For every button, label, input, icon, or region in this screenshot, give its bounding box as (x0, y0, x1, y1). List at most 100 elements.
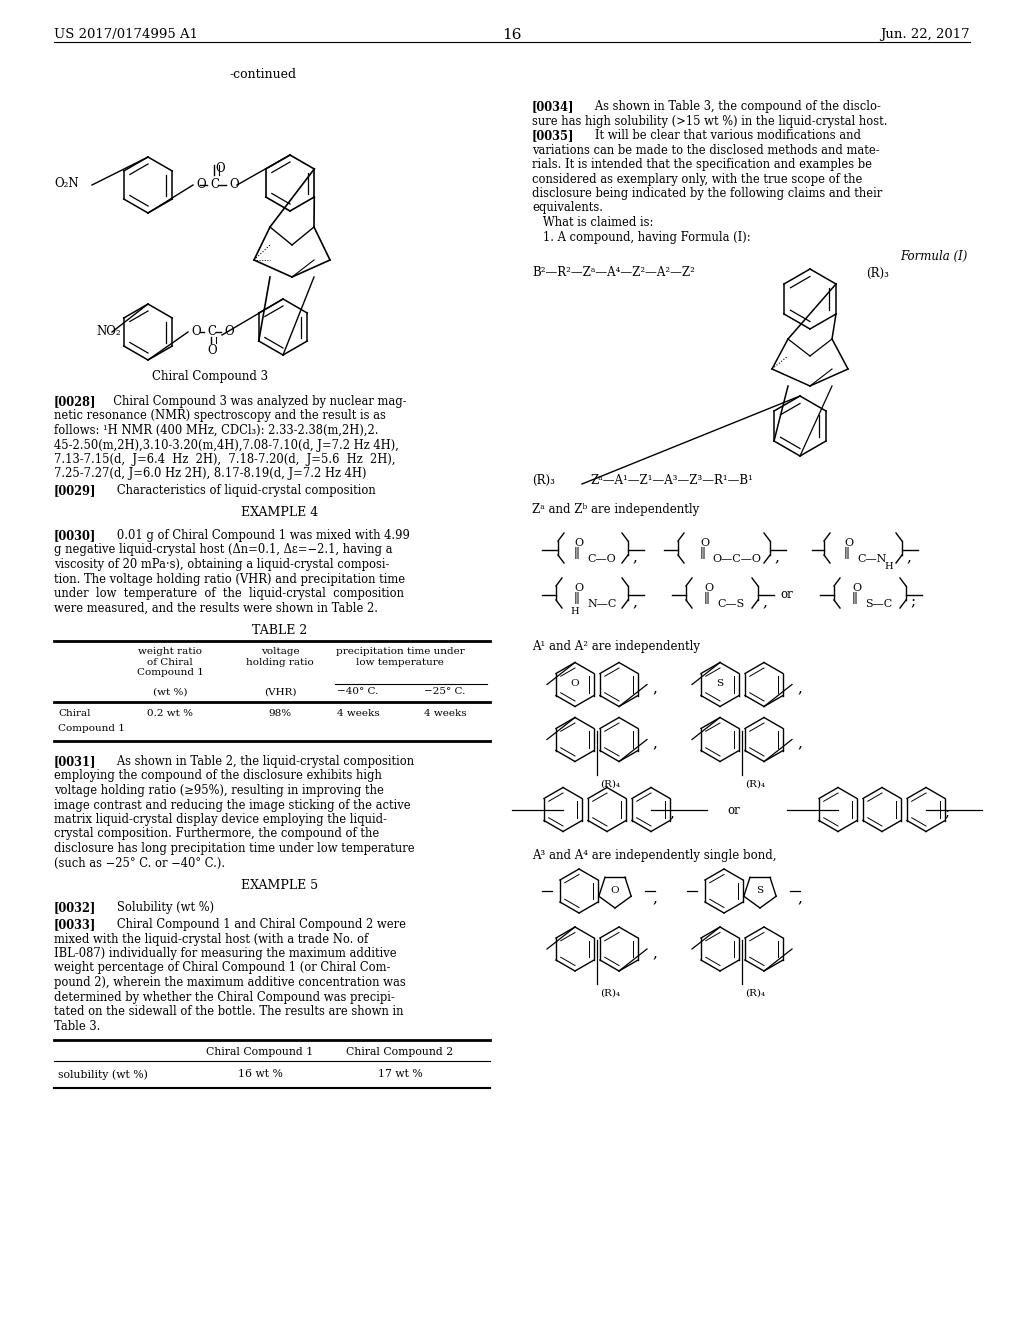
Text: (R)₄: (R)₄ (600, 780, 621, 788)
Text: ∥: ∥ (574, 593, 580, 606)
Text: ,: , (774, 550, 779, 564)
Text: [0034]: [0034] (532, 100, 574, 114)
Text: follows: ¹H NMR (400 MHz, CDCl₃): 2.33-2.38(m,2H),2.: follows: ¹H NMR (400 MHz, CDCl₃): 2.33-2… (54, 424, 379, 437)
Text: ;: ; (910, 595, 915, 609)
Text: O: O (207, 345, 217, 356)
Text: What is claimed is:: What is claimed is: (532, 216, 653, 228)
Text: IBL-087) individually for measuring the maximum additive: IBL-087) individually for measuring the … (54, 946, 396, 960)
Text: precipitation time under
low temperature: precipitation time under low temperature (336, 648, 464, 667)
Text: under  low  temperature  of  the  liquid-crystal  composition: under low temperature of the liquid-crys… (54, 587, 404, 601)
Text: 45-2.50(m,2H),3.10-3.20(m,4H),7.08-7.10(d, J=7.2 Hz 4H),: 45-2.50(m,2H),3.10-3.20(m,4H),7.08-7.10(… (54, 438, 399, 451)
Text: S: S (717, 680, 724, 689)
Text: (VHR): (VHR) (264, 688, 296, 697)
Text: [0035]: [0035] (532, 129, 574, 143)
Text: H: H (884, 562, 893, 572)
Text: (wt %): (wt %) (153, 688, 187, 697)
Text: ,: , (632, 550, 637, 564)
Text: mixed with the liquid-crystal host (with a trade No. of: mixed with the liquid-crystal host (with… (54, 932, 369, 945)
Text: [0028]: [0028] (54, 395, 96, 408)
Text: O: O (224, 325, 233, 338)
Text: As shown in Table 3, the compound of the disclo-: As shown in Table 3, the compound of the… (584, 100, 881, 114)
Text: [0029]: [0029] (54, 484, 96, 498)
Text: NO₂: NO₂ (96, 325, 121, 338)
Text: (R)₄: (R)₄ (745, 780, 765, 788)
Text: Chiral Compound 3: Chiral Compound 3 (152, 370, 268, 383)
Text: EXAMPLE 4: EXAMPLE 4 (242, 507, 318, 520)
Text: ,: , (652, 946, 656, 960)
Text: ,: , (762, 595, 767, 609)
Text: ,: , (632, 595, 637, 609)
Text: O₂N: O₂N (54, 177, 79, 190)
Text: 4 weeks: 4 weeks (337, 710, 379, 718)
Text: or: or (780, 589, 793, 602)
Text: A³ and A⁴ are independently single bond,: A³ and A⁴ are independently single bond, (532, 850, 776, 862)
Text: weight ratio
of Chiral
Compound 1: weight ratio of Chiral Compound 1 (136, 648, 204, 677)
Text: matrix liquid-crystal display device employing the liquid-: matrix liquid-crystal display device emp… (54, 813, 387, 826)
Text: B²—R²—Zᵃ—A⁴—Z²—A²—Z²: B²—R²—Zᵃ—A⁴—Z²—A²—Z² (532, 267, 695, 280)
Text: ∥: ∥ (574, 548, 580, 561)
Text: As shown in Table 2, the liquid-crystal composition: As shown in Table 2, the liquid-crystal … (106, 755, 414, 768)
Text: ,: , (906, 550, 911, 564)
Text: US 2017/0174995 A1: US 2017/0174995 A1 (54, 28, 198, 41)
Text: tated on the sidewall of the bottle. The results are shown in: tated on the sidewall of the bottle. The… (54, 1005, 403, 1018)
Text: (R)₄: (R)₄ (600, 989, 621, 998)
Text: S—C: S—C (865, 599, 892, 609)
Text: tion. The voltage holding ratio (VHR) and precipitation time: tion. The voltage holding ratio (VHR) an… (54, 573, 406, 586)
Text: Chiral Compound 1: Chiral Compound 1 (207, 1047, 313, 1057)
Text: 16: 16 (502, 28, 522, 42)
Text: ,: , (652, 737, 656, 751)
Text: S: S (757, 886, 764, 895)
Text: (R)₃: (R)₃ (866, 267, 889, 280)
Text: Jun. 22, 2017: Jun. 22, 2017 (881, 28, 970, 41)
Text: image contrast and reducing the image sticking of the active: image contrast and reducing the image st… (54, 799, 411, 812)
Text: TABLE 2: TABLE 2 (252, 624, 307, 638)
Text: ,: , (797, 681, 802, 696)
Text: Chiral: Chiral (58, 710, 90, 718)
Text: (such as −25° C. or −40° C.).: (such as −25° C. or −40° C.). (54, 857, 225, 870)
Text: [0032]: [0032] (54, 902, 96, 915)
Text: 4 weeks: 4 weeks (424, 710, 466, 718)
Text: sure has high solubility (>15 wt %) in the liquid-crystal host.: sure has high solubility (>15 wt %) in t… (532, 115, 888, 128)
Text: voltage
holding ratio: voltage holding ratio (246, 648, 314, 667)
Text: 7.13-7.15(d,  J=6.4  Hz  2H),  7.18-7.20(d,  J=5.6  Hz  2H),: 7.13-7.15(d, J=6.4 Hz 2H), 7.18-7.20(d, … (54, 453, 395, 466)
Text: Chiral Compound 3 was analyzed by nuclear mag-: Chiral Compound 3 was analyzed by nuclea… (106, 395, 407, 408)
Text: [0031]: [0031] (54, 755, 96, 768)
Text: Compound 1: Compound 1 (58, 723, 125, 733)
Text: ,: , (652, 891, 656, 906)
Text: g negative liquid-crystal host (Δn=0.1, Δε=−2.1, having a: g negative liquid-crystal host (Δn=0.1, … (54, 544, 392, 557)
Text: 7.25-7.27(d, J=6.0 Hz 2H), 8.17-8.19(d, J=7.2 Hz 4H): 7.25-7.27(d, J=6.0 Hz 2H), 8.17-8.19(d, … (54, 467, 367, 480)
Text: voltage holding ratio (≥95%), resulting in improving the: voltage holding ratio (≥95%), resulting … (54, 784, 384, 797)
Text: variations can be made to the disclosed methods and mate-: variations can be made to the disclosed … (532, 144, 880, 157)
Text: O: O (574, 539, 583, 548)
Text: 16 wt %: 16 wt % (238, 1069, 283, 1078)
Text: O: O (844, 539, 853, 548)
Text: (R)₃: (R)₃ (532, 474, 555, 487)
Text: pound 2), wherein the maximum additive concentration was: pound 2), wherein the maximum additive c… (54, 975, 406, 989)
Text: crystal composition. Furthermore, the compound of the: crystal composition. Furthermore, the co… (54, 828, 379, 841)
Text: ,: , (797, 891, 802, 906)
Text: Characteristics of liquid-crystal composition: Characteristics of liquid-crystal compos… (106, 484, 376, 498)
Text: O: O (852, 583, 861, 593)
Text: were measured, and the results were shown in Table 2.: were measured, and the results were show… (54, 602, 378, 615)
Text: (R)₄: (R)₄ (745, 989, 765, 998)
Text: EXAMPLE 5: EXAMPLE 5 (242, 879, 318, 892)
Text: 0.01 g of Chiral Compound 1 was mixed with 4.99: 0.01 g of Chiral Compound 1 was mixed wi… (106, 529, 410, 543)
Text: Zᵃ—A¹—Z¹—A³—Z³—R¹—B¹: Zᵃ—A¹—Z¹—A³—Z³—R¹—B¹ (590, 474, 753, 487)
Text: −25° C.: −25° C. (424, 688, 466, 697)
Text: or: or (727, 804, 739, 817)
Text: O: O (574, 583, 583, 593)
Text: Table 3.: Table 3. (54, 1019, 100, 1032)
Text: Zᵃ and Zᵇ are independently: Zᵃ and Zᵇ are independently (532, 503, 699, 516)
Text: C: C (207, 325, 216, 338)
Text: ∥: ∥ (700, 548, 706, 561)
Text: Solubility (wt %): Solubility (wt %) (106, 902, 214, 915)
Text: O: O (229, 178, 239, 191)
Text: 1. A compound, having Formula (I):: 1. A compound, having Formula (I): (532, 231, 751, 243)
Text: disclosure being indicated by the following claims and their: disclosure being indicated by the follow… (532, 187, 883, 201)
Text: O: O (191, 325, 201, 338)
Text: O—C—O: O—C—O (712, 554, 761, 564)
Text: N—C: N—C (587, 599, 616, 609)
Text: 98%: 98% (268, 710, 292, 718)
Text: C: C (210, 178, 219, 191)
Text: ∥: ∥ (705, 593, 710, 606)
